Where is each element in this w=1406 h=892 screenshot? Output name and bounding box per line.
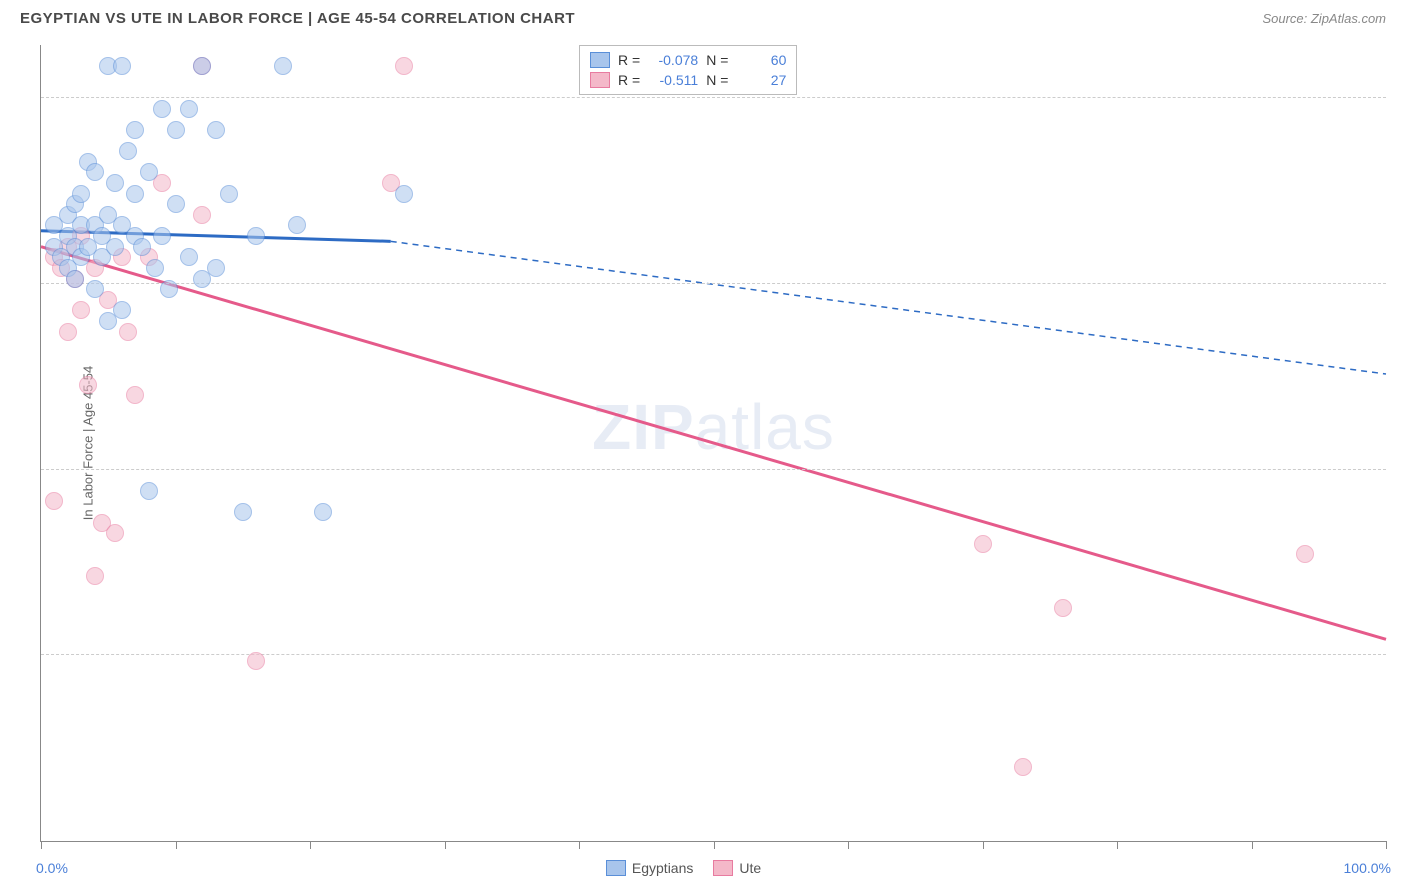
data-point: [106, 524, 124, 542]
x-tick: [579, 841, 580, 849]
data-point: [72, 185, 90, 203]
data-point: [160, 280, 178, 298]
r-value-ute: -0.511: [648, 72, 698, 88]
data-point: [59, 323, 77, 341]
data-point: [1054, 599, 1072, 617]
legend-label-egyptians: Egyptians: [632, 860, 693, 876]
swatch-ute-icon: [713, 860, 733, 876]
data-point: [113, 57, 131, 75]
r-label: R =: [618, 52, 640, 68]
source-label: Source: ZipAtlas.com: [1262, 11, 1386, 26]
data-point: [86, 567, 104, 585]
n-value-egyptians: 60: [736, 52, 786, 68]
data-point: [119, 142, 137, 160]
x-tick: [176, 841, 177, 849]
data-point: [395, 57, 413, 75]
data-point: [180, 100, 198, 118]
n-value-ute: 27: [736, 72, 786, 88]
data-point: [974, 535, 992, 553]
x-tick: [445, 841, 446, 849]
gridline: [41, 469, 1386, 470]
data-point: [193, 57, 211, 75]
data-point: [180, 248, 198, 266]
data-point: [193, 206, 211, 224]
data-point: [274, 57, 292, 75]
data-point: [167, 195, 185, 213]
data-point: [1296, 545, 1314, 563]
data-point: [106, 174, 124, 192]
data-point: [126, 121, 144, 139]
x-tick: [848, 841, 849, 849]
y-tick-label: 100.0%: [1396, 90, 1406, 106]
x-tick: [1252, 841, 1253, 849]
data-point: [86, 280, 104, 298]
data-point: [167, 121, 185, 139]
plot-area: 100.0%82.5%65.0%47.5%: [41, 45, 1386, 841]
data-point: [126, 386, 144, 404]
chart-title: EGYPTIAN VS UTE IN LABOR FORCE | AGE 45-…: [20, 10, 575, 27]
gridline: [41, 97, 1386, 98]
swatch-ute: [590, 72, 610, 88]
data-point: [106, 238, 124, 256]
x-axis-min-label: 0.0%: [36, 860, 68, 876]
y-tick-label: 47.5%: [1396, 647, 1406, 663]
gridline: [41, 654, 1386, 655]
correlation-legend: R = -0.078 N = 60 R = -0.511 N = 27: [579, 45, 797, 95]
data-point: [86, 163, 104, 181]
r-label: R =: [618, 72, 640, 88]
data-point: [1014, 758, 1032, 776]
data-point: [126, 185, 144, 203]
data-point: [66, 270, 84, 288]
data-point: [395, 185, 413, 203]
x-tick: [983, 841, 984, 849]
legend-row-egyptians: R = -0.078 N = 60: [590, 50, 786, 70]
data-point: [140, 482, 158, 500]
swatch-egyptians-icon: [606, 860, 626, 876]
data-point: [140, 163, 158, 181]
data-point: [72, 301, 90, 319]
data-point: [288, 216, 306, 234]
data-point: [207, 259, 225, 277]
x-tick: [714, 841, 715, 849]
chart-area: In Labor Force | Age 45-54 ZIPatlas 100.…: [40, 45, 1386, 842]
data-point: [247, 227, 265, 245]
gridline: [41, 283, 1386, 284]
x-tick: [1117, 841, 1118, 849]
data-point: [220, 185, 238, 203]
y-tick-label: 65.0%: [1396, 462, 1406, 478]
data-point: [119, 323, 137, 341]
x-tick: [1386, 841, 1387, 849]
data-point: [146, 259, 164, 277]
x-tick: [310, 841, 311, 849]
legend-item-egyptians: Egyptians: [606, 860, 693, 876]
trend-lines: [41, 45, 1386, 841]
data-point: [79, 376, 97, 394]
data-point: [153, 227, 171, 245]
data-point: [113, 301, 131, 319]
data-point: [133, 238, 151, 256]
data-point: [153, 100, 171, 118]
data-point: [207, 121, 225, 139]
legend-label-ute: Ute: [739, 860, 761, 876]
data-point: [314, 503, 332, 521]
x-axis-max-label: 100.0%: [1344, 860, 1391, 876]
data-point: [234, 503, 252, 521]
data-point: [247, 652, 265, 670]
swatch-egyptians: [590, 52, 610, 68]
y-tick-label: 82.5%: [1396, 276, 1406, 292]
n-label: N =: [706, 72, 728, 88]
n-label: N =: [706, 52, 728, 68]
legend-item-ute: Ute: [713, 860, 761, 876]
series-legend: Egyptians Ute: [606, 860, 761, 876]
r-value-egyptians: -0.078: [648, 52, 698, 68]
x-tick: [41, 841, 42, 849]
legend-row-ute: R = -0.511 N = 27: [590, 70, 786, 90]
data-point: [45, 492, 63, 510]
